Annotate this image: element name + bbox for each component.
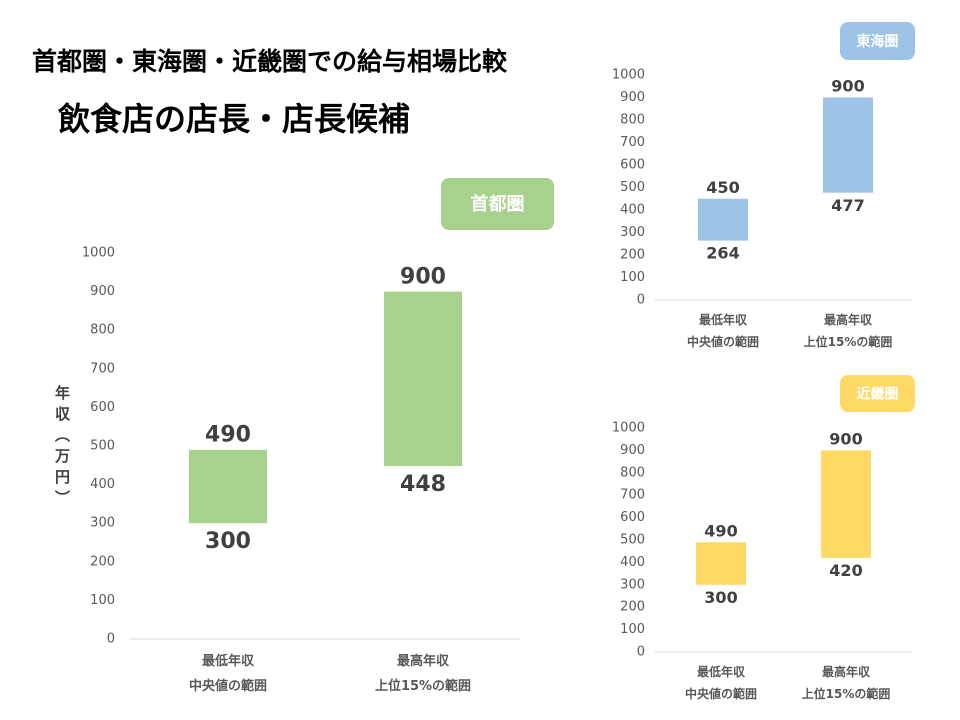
value-label: 900 bbox=[831, 77, 864, 96]
x-tick-label: 最高年収上位15%の範囲 bbox=[375, 653, 471, 694]
chart-title: 東海圏 bbox=[857, 33, 899, 50]
value-label: 264 bbox=[706, 244, 739, 263]
y-axis-label: 年収（万円） bbox=[53, 384, 71, 511]
chart-title: 近畿圏 bbox=[857, 386, 899, 403]
badge bbox=[840, 375, 915, 412]
y-tick-label: 900 bbox=[620, 90, 645, 105]
x-tick-label: 最低年収中央値の範囲 bbox=[189, 653, 267, 694]
y-tick-label: 800 bbox=[620, 465, 645, 480]
y-tick-label: 500 bbox=[620, 180, 645, 195]
y-tick-label: 1000 bbox=[612, 68, 645, 83]
y-tick-label: 700 bbox=[90, 361, 115, 376]
slide-subtitle: 飲食店の店長・店長候補 bbox=[58, 100, 410, 138]
y-tick-label: 0 bbox=[637, 645, 645, 660]
value-label: 900 bbox=[829, 430, 862, 449]
y-tick-label: 200 bbox=[90, 554, 115, 569]
y-tick-label: 100 bbox=[620, 622, 645, 637]
y-tick-label: 500 bbox=[620, 533, 645, 548]
x-tick-label: 最高年収上位15%の範囲 bbox=[804, 312, 893, 349]
y-tick-label: 600 bbox=[90, 400, 115, 415]
y-tick-label: 200 bbox=[620, 248, 645, 263]
value-label: 450 bbox=[706, 178, 739, 197]
y-tick-label: 200 bbox=[620, 600, 645, 615]
y-tick-label: 600 bbox=[620, 510, 645, 525]
badge bbox=[840, 22, 915, 60]
bar bbox=[384, 291, 462, 467]
y-tick-label: 400 bbox=[620, 555, 645, 570]
y-tick-label: 400 bbox=[620, 203, 645, 218]
y-tick-label: 700 bbox=[620, 488, 645, 503]
x-tick-label: 最低年収中央値の範囲 bbox=[687, 312, 759, 349]
x-tick-label: 最高年収上位15%の範囲 bbox=[802, 664, 891, 701]
value-label: 490 bbox=[704, 521, 737, 540]
bar bbox=[696, 542, 746, 585]
y-tick-label: 300 bbox=[620, 577, 645, 592]
badge bbox=[441, 178, 554, 230]
y-tick-label: 0 bbox=[107, 632, 115, 647]
y-tick-label: 900 bbox=[90, 284, 115, 299]
y-tick-label: 800 bbox=[90, 323, 115, 338]
y-tick-label: 800 bbox=[620, 113, 645, 128]
bar bbox=[823, 97, 873, 193]
y-tick-label: 600 bbox=[620, 158, 645, 173]
value-label: 448 bbox=[400, 472, 446, 497]
y-tick-label: 0 bbox=[637, 293, 645, 308]
value-label: 420 bbox=[829, 561, 862, 580]
y-tick-label: 1000 bbox=[612, 421, 645, 436]
y-tick-label: 400 bbox=[90, 477, 115, 492]
chart-title: 首都圏 bbox=[471, 193, 525, 215]
y-tick-label: 1000 bbox=[82, 246, 115, 261]
y-tick-label: 500 bbox=[90, 439, 115, 454]
bar bbox=[821, 450, 871, 558]
slide-title: 首都圏・東海圏・近畿圏での給与相場比較 bbox=[32, 47, 508, 76]
y-tick-label: 700 bbox=[620, 135, 645, 150]
value-label: 300 bbox=[205, 529, 251, 554]
y-tick-label: 300 bbox=[620, 225, 645, 240]
y-tick-label: 100 bbox=[90, 593, 115, 608]
bar bbox=[189, 449, 267, 524]
value-label: 300 bbox=[704, 588, 737, 607]
y-tick-label: 900 bbox=[620, 443, 645, 458]
value-label: 490 bbox=[205, 423, 251, 448]
value-label: 477 bbox=[831, 196, 864, 215]
value-label: 900 bbox=[400, 264, 446, 289]
y-tick-label: 300 bbox=[90, 516, 115, 531]
bar bbox=[698, 198, 748, 241]
y-tick-label: 100 bbox=[620, 270, 645, 285]
x-tick-label: 最低年収中央値の範囲 bbox=[685, 664, 757, 701]
